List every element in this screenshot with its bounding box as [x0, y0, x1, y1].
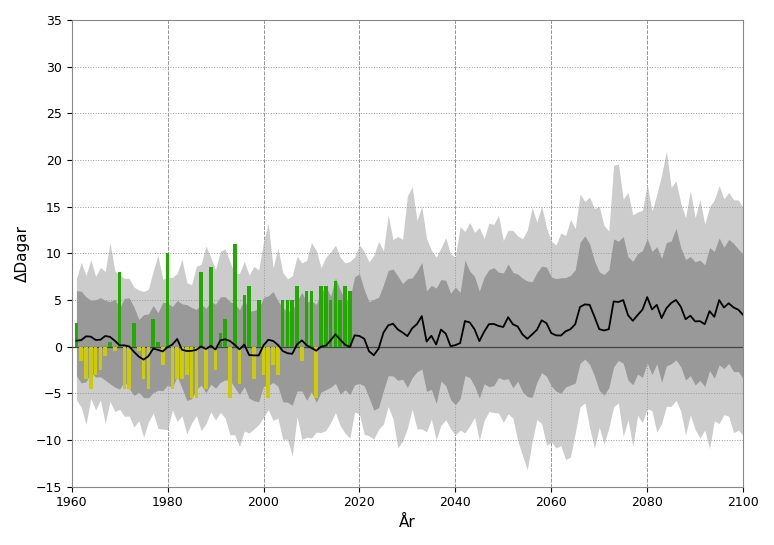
Bar [209, 268, 213, 347]
Bar [94, 347, 98, 375]
Bar [104, 347, 107, 356]
Bar [348, 290, 351, 347]
Bar [281, 300, 285, 347]
Bar [137, 347, 141, 352]
Bar [166, 253, 170, 347]
Bar [132, 323, 135, 347]
Bar [80, 347, 83, 361]
Bar [185, 347, 189, 375]
Bar [300, 347, 303, 361]
Bar [214, 347, 217, 370]
Bar [252, 347, 255, 379]
Bar [180, 347, 183, 379]
Bar [146, 347, 150, 389]
Bar [152, 319, 155, 347]
Bar [84, 347, 87, 379]
Bar [314, 347, 318, 398]
Bar [272, 347, 275, 365]
Bar [319, 286, 323, 347]
Bar [266, 347, 270, 398]
Bar [161, 347, 165, 365]
Bar [228, 347, 231, 398]
Bar [233, 244, 237, 347]
Bar [248, 286, 251, 347]
Bar [74, 323, 78, 347]
Bar [295, 286, 299, 347]
Bar [257, 300, 261, 347]
Bar [118, 272, 122, 347]
Bar [276, 347, 279, 375]
Bar [343, 286, 347, 347]
X-axis label: År: År [399, 515, 416, 530]
Bar [122, 347, 126, 389]
Bar [310, 290, 313, 347]
Bar [218, 332, 222, 347]
Bar [305, 290, 309, 347]
Bar [200, 272, 203, 347]
Bar [238, 347, 241, 384]
Bar [224, 319, 227, 347]
Bar [262, 347, 265, 375]
Bar [156, 342, 159, 347]
Bar [324, 286, 327, 347]
Bar [113, 347, 117, 352]
Bar [98, 347, 102, 370]
Bar [338, 300, 342, 347]
Bar [334, 281, 337, 347]
Bar [286, 300, 289, 347]
Bar [176, 347, 179, 379]
Bar [204, 347, 207, 389]
Bar [170, 347, 174, 389]
Y-axis label: ΔDagar: ΔDagar [15, 225, 30, 282]
Bar [290, 300, 294, 347]
Bar [142, 347, 146, 379]
Bar [89, 347, 93, 389]
Bar [329, 300, 333, 347]
Bar [128, 347, 131, 389]
Bar [194, 347, 198, 398]
Bar [190, 347, 194, 398]
Bar [108, 342, 111, 347]
Bar [242, 295, 246, 347]
